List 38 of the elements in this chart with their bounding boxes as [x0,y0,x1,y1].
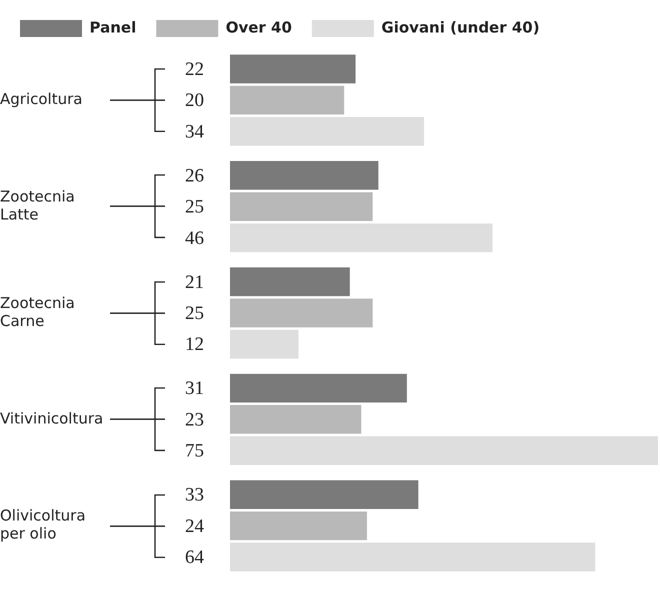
y-tick-label: Agricoltura [0,90,82,108]
bar [230,86,344,115]
bar [230,405,362,434]
data-label: 64 [185,546,204,568]
data-label: 12 [185,334,204,356]
data-label: 24 [185,516,204,537]
bar [230,298,373,328]
bar [230,542,596,572]
data-label: 31 [185,378,204,400]
bar [230,192,373,221]
data-label: 34 [185,121,204,142]
data-label: 46 [185,228,204,249]
data-label: 21 [185,272,204,293]
y-tick-label: Zootecnia Latte [0,187,75,224]
y-tick-label: Vitivinicoltura [0,409,104,428]
legend-label: Over 40 [226,18,292,36]
y-tick-label: Olivicoltura per olio [0,506,86,543]
bar [230,436,658,465]
data-label: 25 [185,196,204,218]
bar [230,374,407,403]
bar [230,267,350,296]
bar [230,223,493,252]
bar [230,117,424,146]
data-label: 22 [185,58,204,80]
data-label: 33 [185,484,204,506]
data-label: 26 [185,165,204,186]
bar [230,480,418,509]
bar [230,511,367,540]
bar [230,161,378,190]
y-tick-label: Zootecnia Carne [0,294,75,330]
data-label: 23 [185,409,204,430]
data-label: 20 [185,90,204,112]
data-label: 75 [185,440,204,462]
legend-label: Panel [90,18,136,36]
bar [230,54,356,84]
legend-label: Giovani (under 40) [381,18,540,36]
bar [230,330,298,359]
data-label: 25 [185,302,204,324]
